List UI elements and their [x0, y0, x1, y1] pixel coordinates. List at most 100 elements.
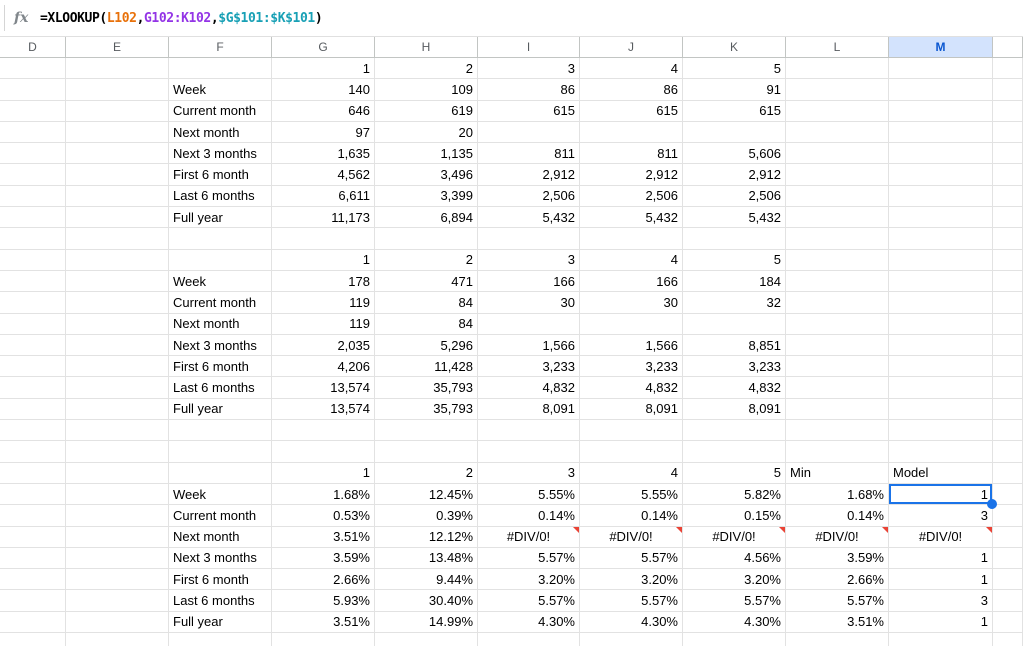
cell-I20[interactable]: 3 [478, 462, 580, 484]
cell-H19[interactable] [375, 441, 478, 463]
cell-I15[interactable]: 3,233 [478, 356, 580, 378]
column-header-L[interactable]: L [786, 37, 889, 57]
cell-N15[interactable] [993, 356, 1023, 378]
cell-E21[interactable] [66, 483, 169, 506]
cell-J15[interactable]: 3,233 [580, 356, 683, 378]
cell-I4[interactable] [478, 121, 580, 144]
cell-G1[interactable]: 1 [272, 58, 375, 80]
cell-H16[interactable]: 35,793 [375, 377, 478, 399]
cell-H8[interactable]: 6,894 [375, 207, 478, 229]
cell-H20[interactable]: 2 [375, 462, 478, 484]
cell-H2[interactable]: 109 [375, 79, 478, 101]
cell-H28[interactable] [375, 633, 478, 646]
cell-H17[interactable]: 35,793 [375, 398, 478, 421]
cell-I5[interactable]: 811 [478, 143, 580, 165]
cell-N16[interactable] [993, 377, 1023, 399]
cell-K11[interactable]: 184 [683, 270, 786, 293]
cell-H9[interactable] [375, 228, 478, 250]
cell-I28[interactable] [478, 633, 580, 646]
cell-J8[interactable]: 5,432 [580, 207, 683, 229]
cell-M8[interactable] [889, 207, 993, 229]
cell-E16[interactable] [66, 377, 169, 399]
cell-F16[interactable]: Last 6 months [169, 377, 272, 399]
cell-M10[interactable] [889, 249, 993, 271]
cell-D6[interactable] [0, 164, 66, 186]
cell-N24[interactable] [993, 547, 1023, 570]
cell-E1[interactable] [66, 58, 169, 80]
cell-F28[interactable] [169, 633, 272, 646]
cell-H27[interactable]: 14.99% [375, 611, 478, 634]
cell-K3[interactable]: 615 [683, 100, 786, 122]
cell-L2[interactable] [786, 79, 889, 101]
cell-L8[interactable] [786, 207, 889, 229]
cell-G11[interactable]: 178 [272, 270, 375, 293]
cell-K20[interactable]: 5 [683, 462, 786, 484]
cell-F22[interactable]: Current month [169, 505, 272, 527]
cell-N3[interactable] [993, 100, 1023, 122]
cell-E27[interactable] [66, 611, 169, 634]
cell-I7[interactable]: 2,506 [478, 185, 580, 208]
cell-J25[interactable]: 3.20% [580, 569, 683, 591]
cell-J12[interactable]: 30 [580, 292, 683, 314]
cell-L5[interactable] [786, 143, 889, 165]
cell-F18[interactable] [169, 420, 272, 442]
cell-G23[interactable]: 3.51% [272, 526, 375, 548]
cell-M21[interactable]: 1 [889, 483, 997, 510]
cell-M24[interactable]: 1 [889, 547, 993, 570]
cell-K7[interactable]: 2,506 [683, 185, 786, 208]
cell-G19[interactable] [272, 441, 375, 463]
cell-M2[interactable] [889, 79, 993, 101]
cell-N9[interactable] [993, 228, 1023, 250]
cell-L15[interactable] [786, 356, 889, 378]
cell-L9[interactable] [786, 228, 889, 250]
cell-J1[interactable]: 4 [580, 58, 683, 80]
cell-H5[interactable]: 1,135 [375, 143, 478, 165]
cell-G21[interactable]: 1.68% [272, 483, 375, 506]
cell-F1[interactable] [169, 58, 272, 80]
cell-I10[interactable]: 3 [478, 249, 580, 271]
cell-J20[interactable]: 4 [580, 462, 683, 484]
cell-J14[interactable]: 1,566 [580, 334, 683, 357]
cell-F12[interactable]: Current month [169, 292, 272, 314]
cell-F27[interactable]: Full year [169, 611, 272, 634]
cell-E18[interactable] [66, 420, 169, 442]
cell-N2[interactable] [993, 79, 1023, 101]
cell-I12[interactable]: 30 [478, 292, 580, 314]
cell-N27[interactable] [993, 611, 1023, 634]
column-header-D[interactable]: D [0, 37, 66, 57]
cell-H26[interactable]: 30.40% [375, 590, 478, 612]
cell-G2[interactable]: 140 [272, 79, 375, 101]
cell-G20[interactable]: 1 [272, 462, 375, 484]
cell-D10[interactable] [0, 249, 66, 271]
cell-N18[interactable] [993, 420, 1023, 442]
cell-G18[interactable] [272, 420, 375, 442]
cell-N21[interactable] [993, 483, 1023, 506]
cell-F17[interactable]: Full year [169, 398, 272, 421]
cell-J18[interactable] [580, 420, 683, 442]
cell-N19[interactable] [993, 441, 1023, 463]
cell-N12[interactable] [993, 292, 1023, 314]
cell-D4[interactable] [0, 121, 66, 144]
cell-L22[interactable]: 0.14% [786, 505, 889, 527]
fill-handle[interactable] [987, 499, 997, 510]
cell-I18[interactable] [478, 420, 580, 442]
cell-M12[interactable] [889, 292, 993, 314]
cell-G16[interactable]: 13,574 [272, 377, 375, 399]
cell-E22[interactable] [66, 505, 169, 527]
cell-H1[interactable]: 2 [375, 58, 478, 80]
cell-D9[interactable] [0, 228, 66, 250]
cell-H4[interactable]: 20 [375, 121, 478, 144]
cell-H14[interactable]: 5,296 [375, 334, 478, 357]
cell-F5[interactable]: Next 3 months [169, 143, 272, 165]
cell-D23[interactable] [0, 526, 66, 548]
cell-L3[interactable] [786, 100, 889, 122]
cell-G24[interactable]: 3.59% [272, 547, 375, 570]
cell-I26[interactable]: 5.57% [478, 590, 580, 612]
cell-M16[interactable] [889, 377, 993, 399]
cell-I23[interactable]: #DIV/0! [478, 526, 580, 548]
cell-M11[interactable] [889, 270, 993, 293]
cell-M14[interactable] [889, 334, 993, 357]
cell-D19[interactable] [0, 441, 66, 463]
cell-D12[interactable] [0, 292, 66, 314]
cell-F19[interactable] [169, 441, 272, 463]
